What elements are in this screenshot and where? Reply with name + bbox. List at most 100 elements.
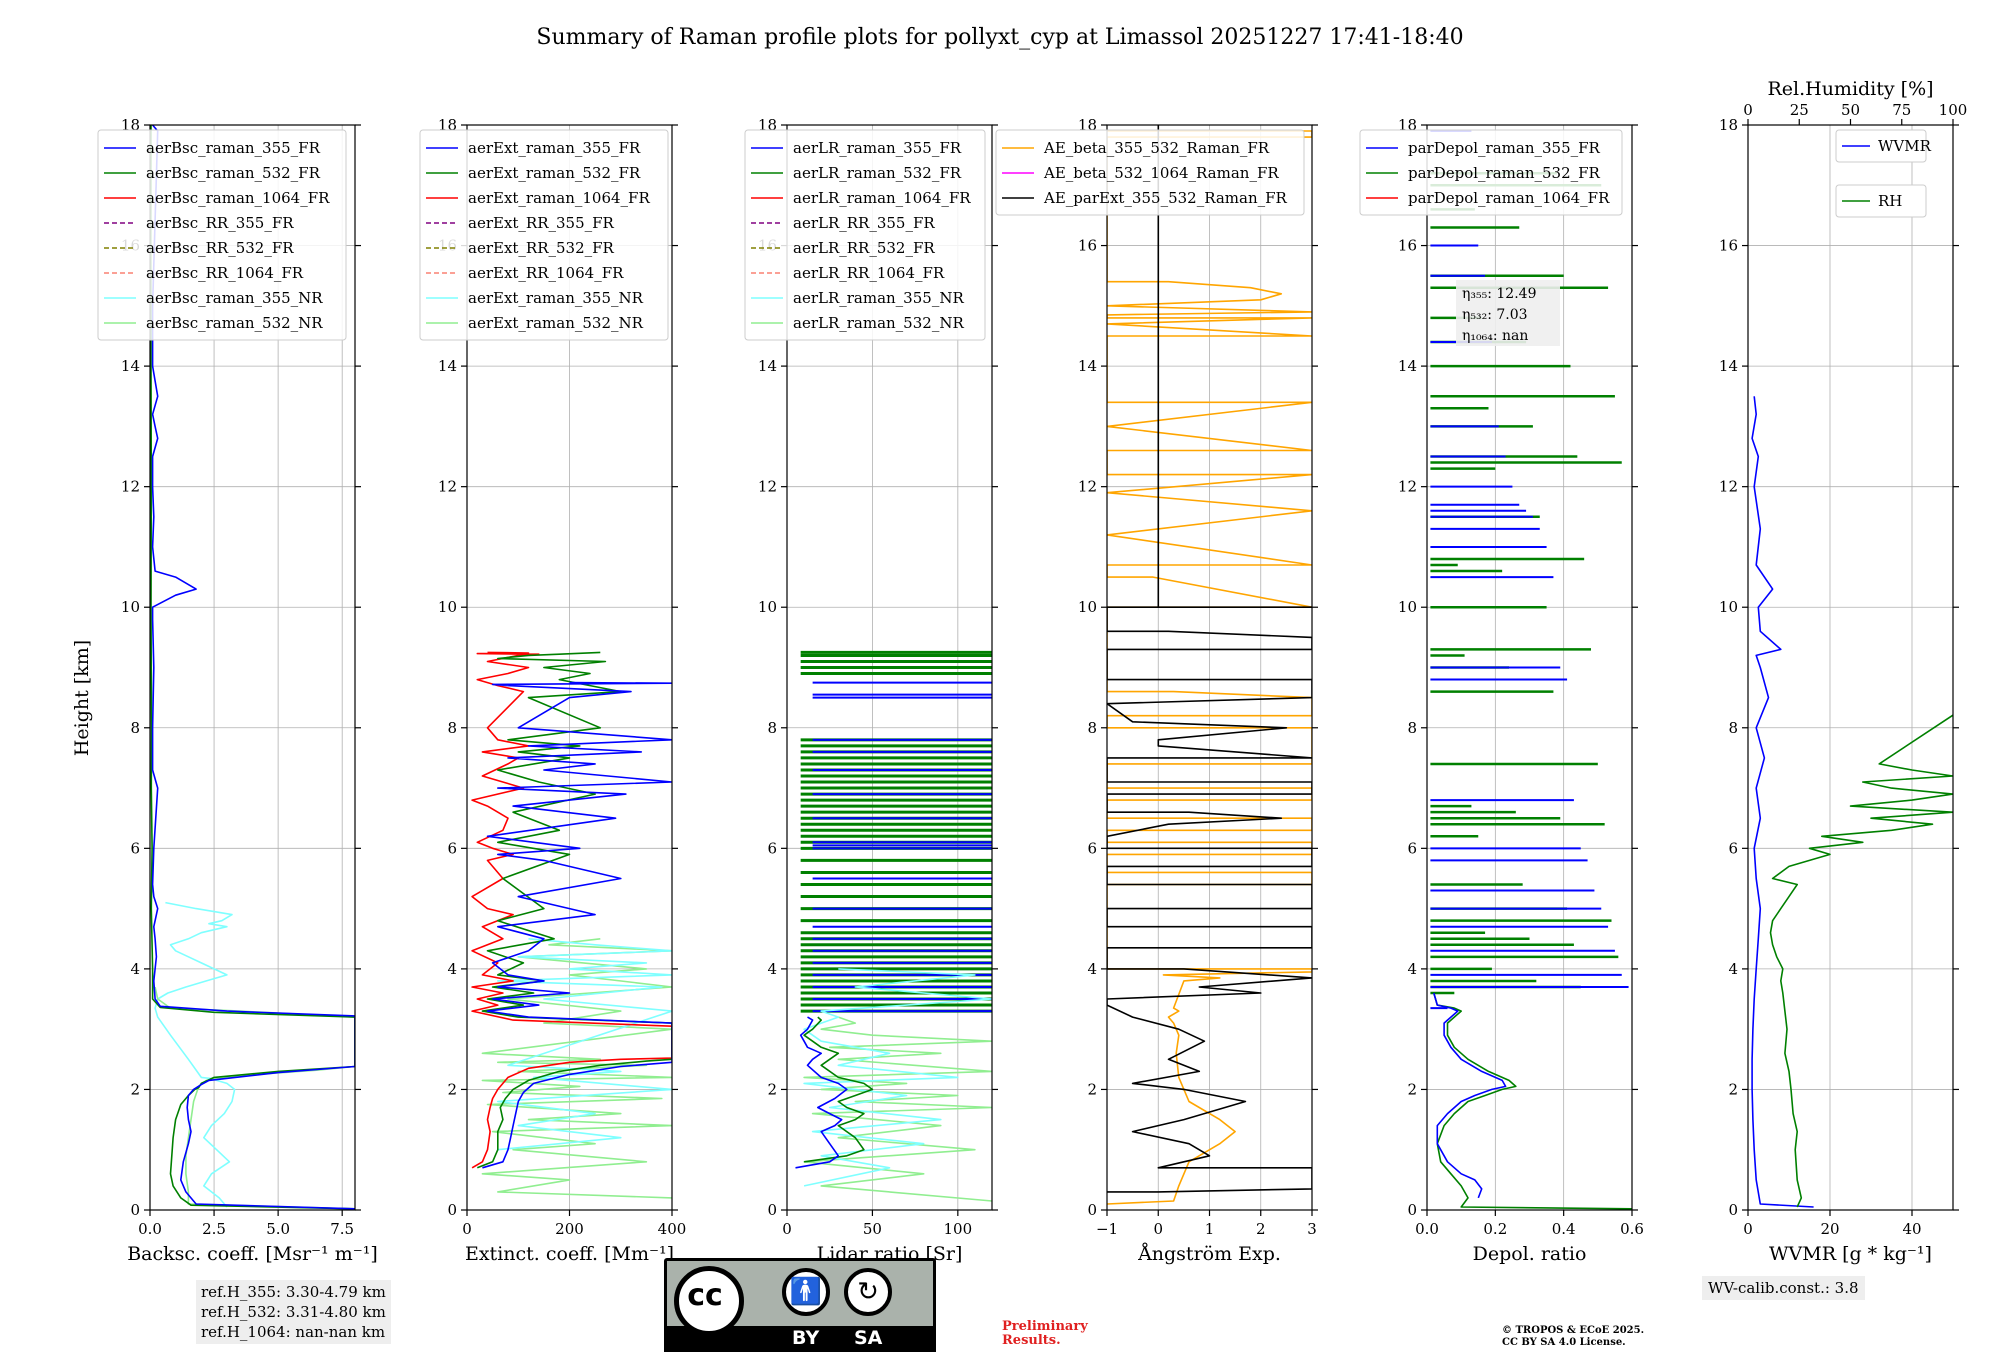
x-axis-label: Backsc. coeff. [Msr⁻¹ m⁻¹] (127, 1243, 378, 1265)
ytick-label-6: 12 (438, 478, 457, 496)
xtick-label-0: 0 (782, 1220, 792, 1238)
legend-box (419, 129, 669, 341)
eta-line-1: η₅₃₂: 7.03 (1462, 307, 1528, 323)
ytick-label-6: 12 (1719, 478, 1738, 496)
xtick-label-1: 20 (1820, 1220, 1839, 1238)
ref-height-532: ref.H_532: 3.31-4.80 km (201, 1303, 386, 1321)
ytick-label-6: 12 (758, 478, 777, 496)
ytick-label-7: 14 (438, 357, 457, 375)
legend-label-0: WVMR (1878, 137, 1932, 155)
xtick-label-1: 0 (1153, 1220, 1163, 1238)
eta-line-2: η₁₀₆₄: nan (1462, 328, 1528, 344)
series-ae-beta-355-532-raman-fr (1107, 130, 1312, 1205)
xtick-label-1: 50 (863, 1220, 882, 1238)
ytick-label-3: 6 (1407, 839, 1417, 857)
ytick-label-4: 8 (1407, 719, 1417, 737)
xtick-label-3: 2 (1256, 1220, 1266, 1238)
legend-label-1: AE_beta_532_1064_Raman_FR (1043, 164, 1279, 182)
xtick-label-0: −1 (1096, 1220, 1118, 1238)
ytick-label-4: 8 (767, 719, 777, 737)
legend-label-5: aerBsc_RR_1064_FR (146, 264, 304, 282)
legend-label-4: aerBsc_RR_532_FR (146, 239, 294, 257)
ytick-label-3: 6 (1728, 839, 1738, 857)
top-axis-label: Rel.Humidity [%] (1767, 78, 1933, 100)
series-aerlr-raman-532-nr (803, 1016, 992, 1202)
xtick-label-0: 0.0 (138, 1220, 162, 1238)
ytick-label-0: 0 (1407, 1201, 1417, 1219)
share-alike-icon: ↻ (844, 1268, 892, 1316)
legend-label-0: AE_beta_355_532_Raman_FR (1043, 139, 1270, 157)
ytick-label-5: 10 (1398, 598, 1417, 616)
series-aerlr-raman-355-nr (803, 968, 992, 1187)
series-aerbsc-raman-355-nr (154, 901, 236, 1208)
legend-box (744, 129, 986, 341)
xtick-label-2: 100 (944, 1220, 973, 1238)
ytick-label-0: 0 (447, 1201, 457, 1219)
legend-label-0: aerBsc_raman_355_FR (146, 139, 321, 157)
xtick-label-2: 1 (1205, 1220, 1215, 1238)
series-ae-parext-355-532-raman-fr (1107, 125, 1312, 1193)
ytick-label-1: 2 (1728, 1080, 1738, 1098)
ytick-label-1: 2 (1087, 1080, 1097, 1098)
cc-by-sa-badge: cc 🚹 ↻ BY SA (664, 1258, 936, 1352)
ytick-label-4: 8 (447, 719, 457, 737)
top-xtick-label-3: 75 (1892, 101, 1911, 119)
series-aerext-raman-532-fr (477, 651, 672, 1169)
ytick-label-0: 0 (1728, 1201, 1738, 1219)
eta-box (1456, 280, 1560, 346)
ytick-label-0: 0 (130, 1201, 140, 1219)
series-aerbsc-raman-532-nr (154, 986, 355, 1210)
legend-label-3: aerLR_RR_355_FR (793, 214, 935, 232)
preliminary-note: Preliminary Results. (1002, 1319, 1088, 1348)
legend-label-3: aerBsc_RR_355_FR (146, 214, 294, 232)
legend-label-0: aerLR_raman_355_FR (793, 139, 962, 157)
series-rh (1769, 714, 1953, 1208)
legend-label-0: parDepol_raman_355_FR (1408, 139, 1601, 157)
xtick-label-4: 3 (1307, 1220, 1317, 1238)
sa-label: SA (854, 1327, 883, 1349)
xtick-label-1: 0.2 (1483, 1220, 1507, 1238)
legend-label-4: aerExt_RR_532_FR (468, 239, 615, 257)
copyright-note: © TROPOS & ECoE 2025. CC BY SA 4.0 Licen… (1502, 1325, 1644, 1349)
ytick-label-4: 8 (1728, 719, 1738, 737)
person-icon: 🚹 (782, 1268, 830, 1316)
ytick-label-7: 14 (758, 357, 777, 375)
legend-label-3: aerExt_RR_355_FR (468, 214, 615, 232)
panel-lr: 024681012141618050100Lidar ratio [Sr]aer… (744, 116, 998, 1265)
ytick-label-2: 4 (1407, 960, 1417, 978)
series-aerext-raman-1064-fr (471, 651, 672, 1169)
legend-label-5: aerLR_RR_1064_FR (793, 264, 945, 282)
ytick-label-2: 4 (1087, 960, 1097, 978)
legend-label-6: aerExt_raman_355_NR (468, 289, 644, 307)
legend-label-6: aerBsc_raman_355_NR (146, 289, 323, 307)
by-label: BY (792, 1327, 820, 1349)
series-aerext-raman-532-nr (481, 938, 672, 1199)
xtick-label-0: 0 (1743, 1220, 1753, 1238)
series-aerbsc-raman-355-fr (151, 125, 355, 1210)
wv-calibration-box: WV-calib.const.: 3.8 (1702, 1276, 1865, 1300)
ytick-label-5: 10 (1719, 598, 1738, 616)
top-xtick-label-2: 50 (1841, 101, 1860, 119)
x-axis-label: Extinct. coeff. [Mm⁻¹] (465, 1243, 674, 1265)
ytick-label-3: 6 (130, 839, 140, 857)
ytick-label-0: 0 (767, 1201, 777, 1219)
legend-label-7: aerLR_raman_532_NR (793, 314, 964, 332)
series-aerext-raman-355-fr (482, 681, 672, 1169)
legend-box (1359, 129, 1623, 216)
xtick-label-2: 40 (1902, 1220, 1921, 1238)
ytick-label-5: 10 (438, 598, 457, 616)
legend-label-5: aerExt_RR_1064_FR (468, 264, 624, 282)
ytick-label-2: 4 (1728, 960, 1738, 978)
ref-height-355: ref.H_355: 3.30-4.79 km (201, 1283, 386, 1301)
series-pardepol-raman-355-fr (1433, 992, 1507, 1199)
axes-frame (1426, 124, 1633, 1211)
axes-frame (1747, 124, 1954, 1211)
ytick-label-2: 4 (767, 960, 777, 978)
xtick-label-2: 0.4 (1552, 1220, 1576, 1238)
copyright-line-2: CC BY SA 4.0 License. (1502, 1337, 1626, 1348)
legend-label-2: aerExt_raman_1064_FR (468, 189, 650, 207)
legend-label-2: AE_parExt_355_532_Raman_FR (1043, 189, 1288, 207)
